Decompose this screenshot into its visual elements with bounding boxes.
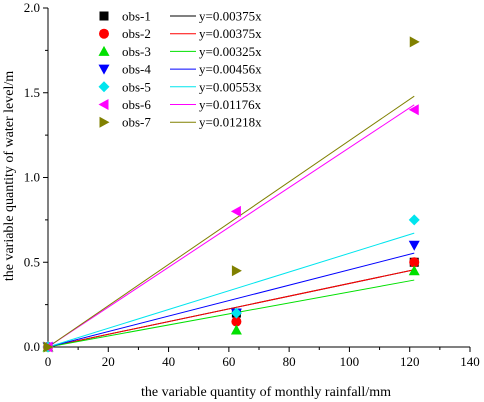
legend-label-obs-1: obs-1 — [122, 9, 151, 24]
legend-marker-obs-5 — [98, 81, 110, 93]
obs-3-point — [230, 324, 242, 335]
y-tick-label: 1.0 — [24, 170, 40, 185]
legend-marker-obs-3 — [98, 45, 110, 56]
x-tick-label: 40 — [162, 354, 175, 369]
obs-3-point — [408, 265, 420, 276]
legend-marker-obs-2 — [99, 28, 109, 39]
obs-2-point — [409, 257, 420, 268]
x-tick-label: 140 — [460, 354, 480, 369]
obs-7-point — [409, 36, 420, 48]
legend-fit-label-obs-1: y=0.00375x — [199, 9, 262, 24]
legend-fit-label-obs-6: y=0.01176x — [199, 97, 262, 112]
obs-5-fit-line — [47, 232, 415, 348]
x-axis-title: the variable quantity of monthly rainfal… — [141, 385, 391, 400]
legend-fit-label-obs-2: y=0.00375x — [199, 26, 262, 41]
obs-6-point — [230, 205, 241, 217]
legend-fit-label-obs-7: y=0.01218x — [199, 115, 262, 130]
legend-marker-obs-6 — [98, 99, 109, 110]
x-tick-label: 100 — [340, 354, 360, 369]
legend-fit-label-obs-3: y=0.00325x — [199, 44, 262, 59]
obs-6-point — [408, 104, 419, 116]
x-tick-label: 60 — [222, 354, 235, 369]
obs-2-point — [231, 316, 242, 327]
y-tick-label: 0.5 — [24, 254, 40, 269]
legend-fit-label-obs-5: y=0.00553x — [199, 79, 262, 94]
legend-marker-obs-4 — [98, 64, 110, 75]
y-tick-label: 2.0 — [24, 0, 40, 15]
y-tick-label: 1.5 — [24, 85, 40, 100]
legend-marker-obs-1 — [99, 11, 109, 21]
x-tick-label: 120 — [400, 354, 420, 369]
obs-7-fit-line — [47, 95, 415, 348]
legend-label-obs-4: obs-4 — [122, 62, 151, 77]
y-tick-label: 0.0 — [24, 339, 40, 354]
obs-3-fit-line — [47, 279, 415, 348]
obs-7-point — [43, 341, 54, 353]
legend-marker-obs-7 — [99, 116, 110, 128]
obs-4-fit-line — [47, 252, 415, 348]
legend-fit-label-obs-4: y=0.00456x — [199, 62, 262, 77]
fit-lines — [47, 95, 415, 348]
legend-label-obs-6: obs-6 — [122, 97, 151, 112]
x-tick-label: 20 — [102, 354, 115, 369]
legend-label-obs-2: obs-2 — [122, 26, 151, 41]
obs-5-point — [230, 307, 242, 319]
x-tick-label: 0 — [45, 354, 52, 369]
legend-label-obs-7: obs-7 — [122, 115, 151, 130]
obs-5-point — [408, 214, 420, 226]
legend: obs-1 y=0.00375x obs-2 y=0.00375x obs-3 y=0.0… — [98, 9, 262, 130]
obs-2-fit-line — [47, 269, 415, 348]
data-markers — [42, 36, 420, 353]
legend-label-obs-3: obs-3 — [122, 44, 151, 59]
obs-7-point — [231, 265, 242, 277]
x-tick-label: 80 — [283, 354, 296, 369]
axes: 0 20 40 60 80 100 120 140 0.0 0.5 1.0 1.5 2.0 — [24, 0, 480, 369]
y-axis-title: the variable quantity of water level/m — [2, 71, 17, 281]
legend-label-obs-5: obs-5 — [122, 79, 151, 94]
obs-4-point — [408, 240, 420, 251]
obs-6-fit-line — [47, 104, 415, 348]
